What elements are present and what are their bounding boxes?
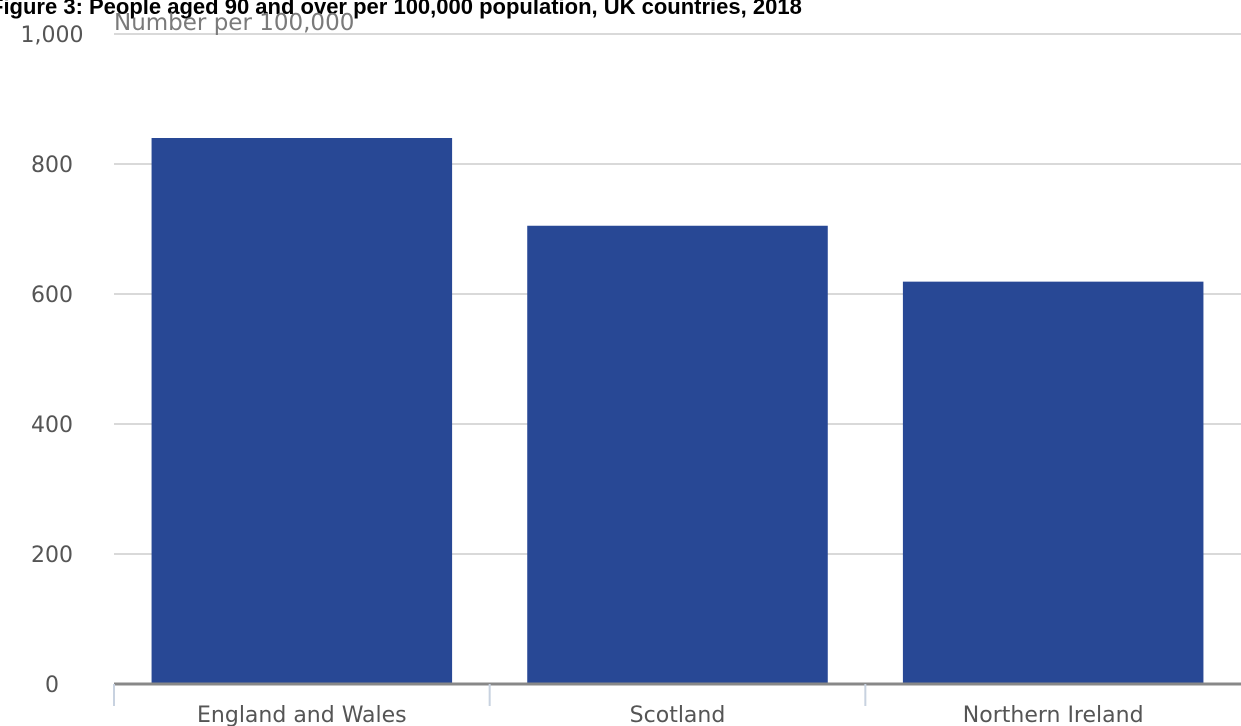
y-tick-label: 0 (45, 673, 59, 698)
bar (902, 281, 1204, 684)
bars (151, 138, 1204, 684)
y-tick-label: 200 (31, 543, 73, 568)
y-tick-label: 1,000 (21, 23, 84, 48)
y-tick-label: 400 (31, 413, 73, 438)
y-axis-label: Number per 100,000 (114, 10, 354, 36)
labels: 0 200 400 600 800 1,000 England and Wales Scotl… (21, 23, 1144, 726)
axes (113, 682, 1241, 706)
x-tick-label: Northern Ireland (963, 703, 1144, 726)
bar (151, 138, 453, 684)
y-tick-label: 600 (31, 283, 73, 308)
x-tick-label: Scotland (630, 703, 726, 726)
chart-title: Figure 3: People aged 90 and over per 10… (0, 0, 802, 19)
x-tick-label: England and Wales (197, 703, 407, 726)
bar (527, 225, 828, 684)
y-tick-label: 800 (31, 153, 73, 178)
